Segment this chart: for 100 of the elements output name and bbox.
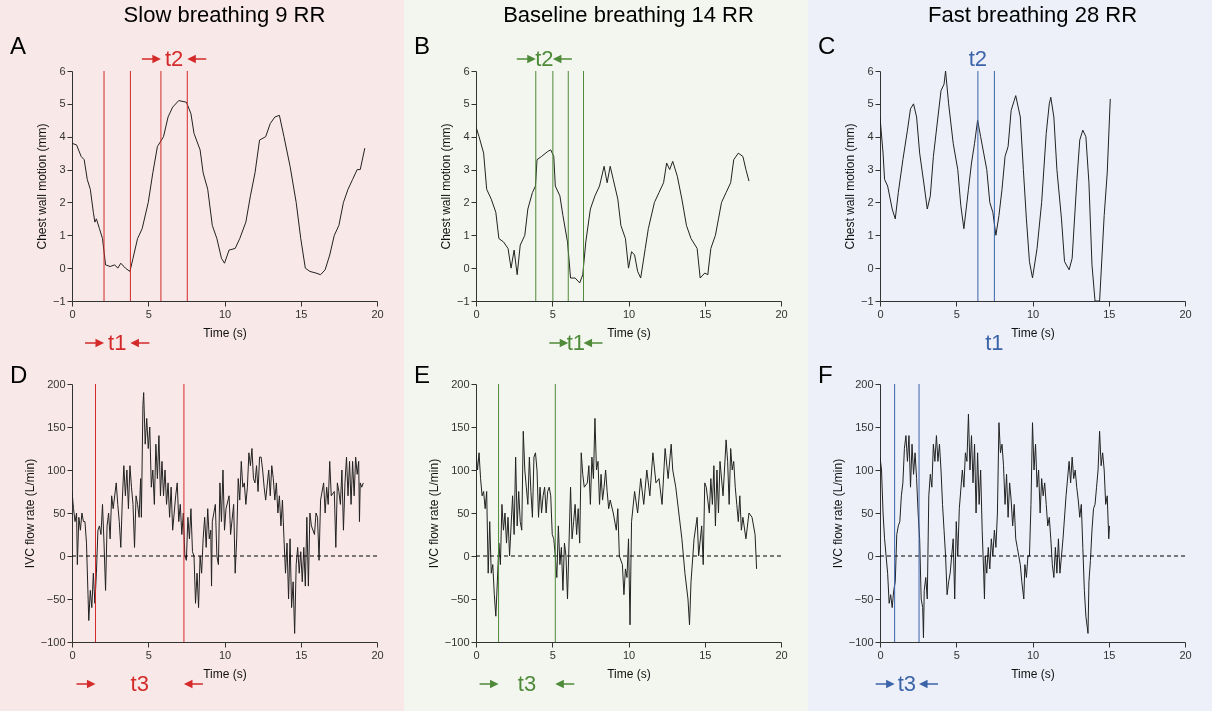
y-tick-label: 1 xyxy=(867,228,874,241)
line-series xyxy=(72,392,364,634)
y-tick-label: 200 xyxy=(855,377,874,390)
x-tick-label: 0 xyxy=(69,648,76,661)
y-tick-label: 50 xyxy=(457,506,470,519)
y-tick-label: 4 xyxy=(867,130,874,143)
x-axis-title: Time (s) xyxy=(203,325,247,340)
x-tick-label: 20 xyxy=(775,307,788,320)
x-tick-label: 20 xyxy=(775,648,788,661)
y-tick-label: −1 xyxy=(860,294,874,307)
y-tick-label: 0 xyxy=(463,549,470,562)
y-tick-label: 5 xyxy=(59,97,66,110)
legend-label: t3 xyxy=(517,671,537,696)
y-axis-title: IVC flow rate (L/min) xyxy=(22,458,37,569)
x-tick-label: 20 xyxy=(1179,648,1192,661)
x-tick-label: 10 xyxy=(1026,307,1040,320)
text: B xyxy=(414,32,431,59)
y-tick-label: 0 xyxy=(59,549,66,562)
y-tick-label: 100 xyxy=(47,463,66,476)
x-tick-label: 15 xyxy=(1103,307,1116,320)
y-axis-title: IVC flow rate (L/min) xyxy=(426,458,441,569)
y-tick-label: 0 xyxy=(867,549,874,562)
y-tick-label: 200 xyxy=(451,377,470,390)
y-axis-title: Chest wall motion (mm) xyxy=(438,123,453,250)
y-tick-label: 2 xyxy=(867,195,874,208)
x-axis-title: Time (s) xyxy=(1011,666,1055,681)
ref-line-label: t3 xyxy=(897,671,917,696)
y-tick-label: −50 xyxy=(450,592,470,605)
x-tick-label: 20 xyxy=(1179,307,1192,320)
y-tick-label: 0 xyxy=(463,261,470,274)
x-tick-label: 20 xyxy=(371,648,384,661)
x-tick-label: 15 xyxy=(699,648,712,661)
ref-line-label: t1 xyxy=(566,330,586,355)
ref-line-label: t2 xyxy=(968,46,988,71)
x-tick-label: 20 xyxy=(371,307,384,320)
x-tick-label: 10 xyxy=(622,307,636,320)
ref-line-label: t1 xyxy=(985,330,1004,355)
y-tick-label: 150 xyxy=(47,420,66,433)
y-tick-label: 50 xyxy=(53,506,66,519)
text: F xyxy=(818,361,833,388)
y-tick-label: 6 xyxy=(463,64,470,77)
x-tick-label: 0 xyxy=(69,307,76,320)
chart-title: Baseline breathing 14 RR xyxy=(503,2,754,27)
line-series xyxy=(880,413,1111,639)
y-tick-label: −100 xyxy=(848,635,874,648)
y-tick-label: 2 xyxy=(463,195,470,208)
x-tick-label: 15 xyxy=(295,307,308,320)
x-tick-label: 15 xyxy=(295,648,308,661)
x-tick-label: 5 xyxy=(145,307,152,320)
x-tick-label: 0 xyxy=(473,648,480,661)
y-tick-label: 4 xyxy=(463,130,470,143)
x-tick-label: 5 xyxy=(953,307,960,320)
y-axis-title: Chest wall motion (mm) xyxy=(34,123,49,250)
ref-line-label: t2 xyxy=(164,46,184,71)
x-tick-label: 0 xyxy=(473,307,480,320)
x-axis-title: Time (s) xyxy=(607,325,651,340)
x-tick-label: 5 xyxy=(549,648,556,661)
y-tick-label: 6 xyxy=(59,64,66,77)
x-tick-label: 10 xyxy=(1026,648,1040,661)
x-tick-label: 10 xyxy=(218,648,232,661)
x-tick-label: 5 xyxy=(953,648,960,661)
chart-title: Fast breathing 28 RR xyxy=(927,2,1138,27)
x-axis-title: Time (s) xyxy=(203,666,247,681)
ref-line-label: t1 xyxy=(108,330,127,355)
x-tick-label: 5 xyxy=(549,307,556,320)
text: D xyxy=(10,361,28,388)
y-tick-label: 100 xyxy=(855,463,874,476)
x-tick-label: 10 xyxy=(218,307,232,320)
y-tick-label: 0 xyxy=(867,261,874,274)
y-tick-label: 1 xyxy=(59,228,66,241)
y-tick-label: −50 xyxy=(854,592,874,605)
y-tick-label: 0 xyxy=(59,261,66,274)
legend-label: t3 xyxy=(130,671,149,696)
x-tick-label: 5 xyxy=(145,648,152,661)
y-tick-label: 150 xyxy=(855,420,874,433)
line-series xyxy=(72,100,366,276)
line-series xyxy=(476,126,750,284)
text: C xyxy=(818,32,836,59)
x-tick-label: 15 xyxy=(699,307,712,320)
y-tick-label: 200 xyxy=(47,377,66,390)
y-axis-title: IVC flow rate (L/min) xyxy=(830,458,845,569)
y-tick-label: −100 xyxy=(40,635,66,648)
x-axis-title: Time (s) xyxy=(607,666,651,681)
y-tick-label: −50 xyxy=(46,592,66,605)
y-tick-label: 4 xyxy=(59,130,66,143)
x-tick-label: 15 xyxy=(1103,648,1116,661)
x-axis-title: Time (s) xyxy=(1011,325,1055,340)
y-tick-label: 3 xyxy=(463,163,470,176)
y-tick-label: 3 xyxy=(59,163,66,176)
y-tick-label: 5 xyxy=(463,97,470,110)
y-tick-label: 1 xyxy=(463,228,470,241)
x-tick-label: 0 xyxy=(877,648,884,661)
line-series xyxy=(476,417,758,626)
y-tick-label: −100 xyxy=(444,635,470,648)
y-tick-label: 150 xyxy=(451,420,470,433)
y-axis-title: Chest wall motion (mm) xyxy=(842,123,857,250)
chart-title: Slow breathing 9 RR xyxy=(123,2,326,27)
text: A xyxy=(10,32,27,59)
y-tick-label: 3 xyxy=(867,163,874,176)
y-tick-label: −1 xyxy=(456,294,470,307)
